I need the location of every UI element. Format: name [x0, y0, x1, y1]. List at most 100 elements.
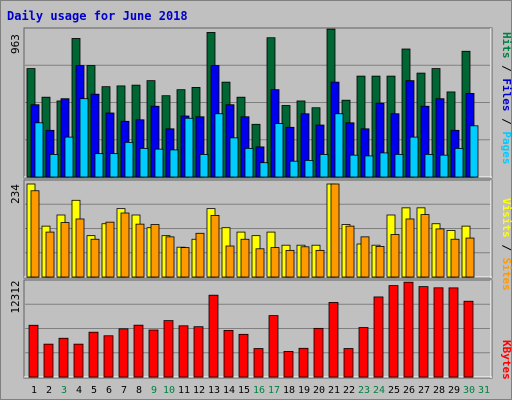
day-label-17: 17: [268, 385, 280, 396]
legend-sep-1: /: [500, 59, 512, 79]
bar-sites-day-5: [90, 238, 100, 278]
legend-bottom: KBytes: [500, 340, 512, 380]
bar-kbytes-day-19: [298, 347, 309, 378]
bar-kbytes-day-27: [418, 286, 429, 378]
day-labels: 1 2 3 4 5 6 7 8 9 10 11 12 13 14 15 16 17 18 19 20 21 22 23 24 2…: [31, 385, 490, 396]
bar-pages-day-7: [124, 141, 134, 178]
bar-sites-day-17: [270, 247, 280, 278]
legend-kbytes: KBytes: [500, 340, 512, 380]
legend-hits: Hits: [500, 32, 512, 59]
bar-pages-day-23: [364, 155, 374, 178]
bar-pages-day-11: [184, 117, 194, 178]
day-label-3: 3: [61, 385, 67, 396]
bar-sites-day-24: [375, 245, 385, 278]
bar-kbytes-day-8: [133, 324, 144, 378]
bar-sites-day-6: [105, 221, 115, 278]
bar-sites-day-28: [435, 228, 445, 278]
day-label-18: 18: [283, 385, 295, 396]
panel-bottom-bars: [28, 281, 474, 378]
bar-pages-day-22: [349, 154, 359, 178]
bar-sites-day-10: [165, 236, 175, 278]
day-label-25: 25: [388, 385, 400, 396]
bar-kbytes-day-4: [73, 343, 84, 378]
bar-pages-day-20: [319, 154, 329, 178]
bar-kbytes-day-2: [43, 343, 54, 378]
bar-sites-day-23: [360, 236, 370, 278]
bar-kbytes-day-12: [193, 326, 204, 378]
bar-sites-day-3: [60, 222, 70, 278]
day-label-8: 8: [136, 385, 142, 396]
legend-sep-3: /: [500, 238, 512, 258]
day-label-26: 26: [403, 385, 415, 396]
bar-sites-day-29: [450, 238, 460, 278]
bar-kbytes-day-14: [223, 329, 234, 378]
panel-visits-sites: [23, 179, 493, 279]
bar-sites-day-2: [45, 231, 55, 278]
day-label-4: 4: [76, 385, 82, 396]
bar-pages-day-19: [304, 160, 314, 178]
bar-pages-day-25: [394, 154, 404, 178]
bar-sites-day-21: [330, 183, 340, 278]
bar-sites-day-18: [285, 249, 295, 278]
bar-pages-day-28: [439, 154, 449, 178]
bar-pages-day-26: [409, 136, 419, 178]
day-label-20: 20: [313, 385, 325, 396]
panel-kbytes: [23, 279, 493, 379]
bar-sites-day-25: [390, 234, 400, 278]
bar-sites-day-8: [135, 223, 145, 278]
bar-pages-day-24: [379, 152, 389, 178]
bar-sites-day-1: [30, 190, 40, 278]
bar-pages-day-27: [424, 154, 434, 178]
panel-middle-bars: [26, 183, 475, 278]
bar-pages-day-16: [259, 162, 269, 178]
bar-pages-day-15: [244, 147, 254, 178]
day-label-5: 5: [91, 385, 97, 396]
bar-kbytes-day-5: [88, 331, 99, 378]
bar-sites-day-9: [150, 224, 160, 278]
top-panel-max-label: 963: [9, 34, 22, 54]
bar-kbytes-day-24: [373, 296, 384, 378]
bar-pages-day-9: [154, 148, 164, 178]
bar-sites-day-14: [225, 245, 235, 278]
bar-kbytes-day-6: [103, 335, 114, 378]
legend-files: Files: [500, 78, 512, 111]
bar-kbytes-day-15: [238, 333, 249, 378]
legend-visits: Visits: [500, 198, 512, 238]
middle-panel-max-label: 234: [9, 184, 22, 204]
bar-pages-day-8: [139, 147, 149, 178]
day-label-14: 14: [223, 385, 235, 396]
day-label-24: 24: [373, 385, 385, 396]
bar-pages-day-18: [289, 160, 299, 178]
bar-pages-day-29: [454, 147, 464, 178]
bar-kbytes-day-23: [358, 327, 369, 378]
bar-kbytes-day-22: [343, 348, 354, 378]
day-label-15: 15: [238, 385, 250, 396]
bar-sites-day-22: [345, 225, 355, 278]
bar-kbytes-day-7: [118, 328, 129, 378]
bar-pages-day-3: [64, 136, 74, 178]
bar-pages-day-12: [199, 154, 209, 178]
day-label-21: 21: [328, 385, 340, 396]
day-label-23: 23: [358, 385, 370, 396]
bar-pages-day-10: [169, 149, 179, 178]
day-label-9: 9: [151, 385, 157, 396]
bar-kbytes-day-28: [433, 287, 444, 378]
day-label-6: 6: [106, 385, 112, 396]
bar-pages-day-30: [469, 125, 479, 178]
bar-sites-day-19: [300, 246, 310, 278]
bar-sites-day-12: [195, 232, 205, 278]
bar-pages-day-5: [94, 153, 104, 178]
bar-kbytes-day-11: [178, 325, 189, 378]
bar-sites-day-30: [465, 237, 475, 278]
bar-pages-day-2: [49, 154, 59, 178]
bar-sites-day-11: [180, 247, 190, 278]
panel-top-bars: [26, 28, 479, 178]
bottom-panel-max-label: 12312: [9, 280, 22, 313]
bar-pages-day-17: [274, 123, 284, 178]
bar-kbytes-day-1: [28, 324, 39, 378]
day-label-16: 16: [253, 385, 265, 396]
day-label-1: 1: [31, 385, 37, 396]
day-label-31: 31: [478, 385, 490, 396]
day-label-10: 10: [163, 385, 175, 396]
